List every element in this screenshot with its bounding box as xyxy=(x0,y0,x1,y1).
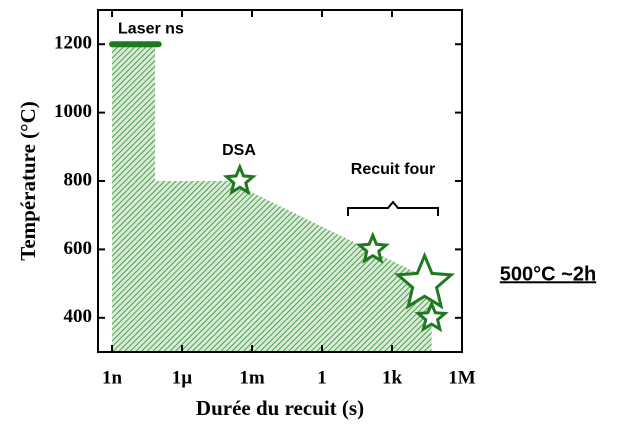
series-label: Laser ns xyxy=(118,20,184,37)
x-tick-label: 1 xyxy=(317,367,327,388)
annotation: DSA xyxy=(222,142,256,159)
star-marker xyxy=(222,163,257,196)
x-tick-label: 1m xyxy=(239,367,265,388)
annotation: 500°C ~2h xyxy=(500,263,596,285)
star-marker xyxy=(355,231,390,264)
y-tick-label: 1200 xyxy=(54,33,92,54)
star-marker xyxy=(394,251,456,310)
y-axis-label: Température (°C) xyxy=(16,101,40,260)
x-axis-label: Durée du recuit (s) xyxy=(196,396,364,420)
x-tick-label: 1µ xyxy=(172,367,193,388)
x-tick-label: 1M xyxy=(448,367,476,388)
x-tick-label: 1n xyxy=(102,367,123,388)
star-marker xyxy=(414,299,449,333)
x-tick-label: 1k xyxy=(382,367,403,388)
y-tick-label: 400 xyxy=(64,306,93,327)
y-tick-label: 600 xyxy=(64,238,93,259)
brace xyxy=(347,200,439,216)
area xyxy=(112,44,432,352)
y-tick-label: 1000 xyxy=(54,101,92,122)
y-tick-label: 800 xyxy=(64,169,93,190)
annotation: Recuit four xyxy=(351,161,435,178)
